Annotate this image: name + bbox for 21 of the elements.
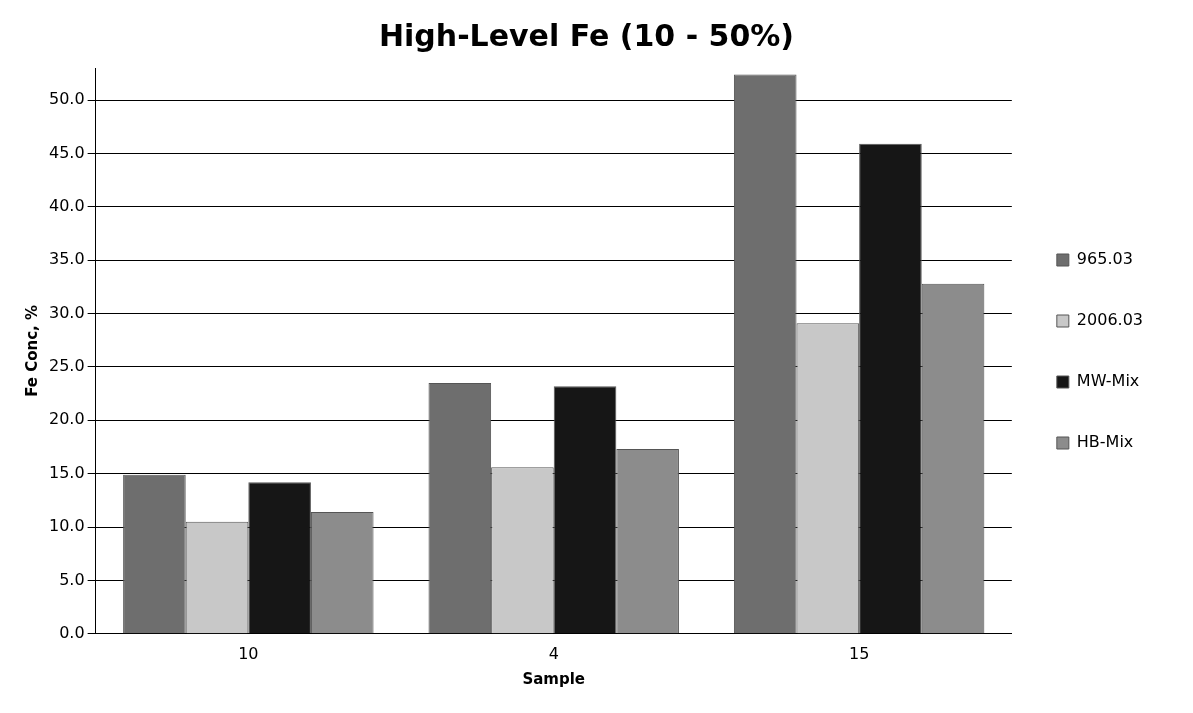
y-tick-label: 45.0 [49, 142, 85, 162]
y-tick-label: 30.0 [49, 302, 85, 322]
y-tick-label: 5.0 [59, 569, 85, 589]
legend-label: 2006.03 [1076, 310, 1144, 330]
x-axis-title: Sample [522, 669, 586, 688]
chart-title: High-Level Fe (10 - 50%) [378, 17, 795, 53]
legend-label: 965.03 [1076, 249, 1133, 269]
y-tick-label: 0.0 [59, 622, 85, 642]
y-tick-label: 25.0 [49, 356, 85, 376]
x-tick-label: 10 [238, 643, 259, 663]
y-axis-title: Fe Conc, % [22, 304, 41, 397]
y-tick-label: 20.0 [49, 409, 85, 429]
y-tick-label: 35.0 [49, 249, 85, 269]
y-tick-label: 15.0 [49, 462, 85, 482]
y-tick-label: 10.0 [49, 516, 85, 536]
legend-label: HB-Mix [1076, 432, 1134, 452]
x-tick-label: 15 [848, 643, 870, 663]
legend-label: MW-Mix [1076, 371, 1140, 391]
y-tick-label: 50.0 [49, 89, 85, 109]
x-tick-label: 4 [548, 643, 559, 663]
y-tick-label: 40.0 [49, 195, 85, 215]
